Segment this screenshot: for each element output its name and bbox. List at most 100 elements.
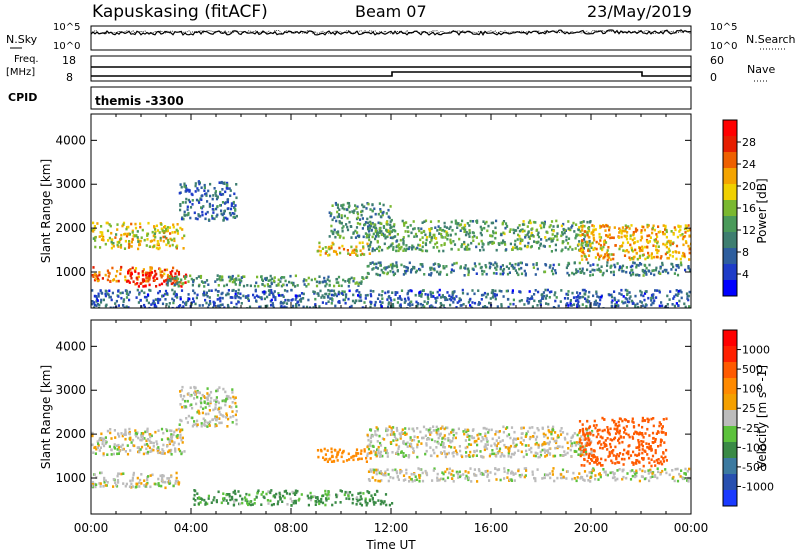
vel-img-region-3 <box>192 489 394 507</box>
echo-cell <box>485 220 488 224</box>
echo-cell <box>652 255 656 259</box>
echo-cell <box>636 228 639 232</box>
echo-cell <box>112 478 115 481</box>
echo-cell <box>206 397 209 400</box>
echo-cell <box>594 460 597 464</box>
echo-cell <box>388 230 392 233</box>
echo-cell <box>552 229 555 233</box>
echo-cell <box>324 492 327 496</box>
echo-cell <box>212 408 215 412</box>
echo-cell <box>410 439 414 442</box>
echo-cell <box>380 499 383 503</box>
echo-cell <box>396 475 399 478</box>
echo-cell <box>468 438 471 441</box>
echo-cell <box>606 448 609 451</box>
vel-img-region-7 <box>367 467 691 483</box>
echo-cell <box>395 437 398 441</box>
echo-cell <box>331 454 334 458</box>
echo-cell <box>644 470 647 473</box>
echo-cell <box>443 221 446 225</box>
echo-cell <box>491 221 495 225</box>
echo-cell <box>492 271 496 275</box>
echo-cell <box>668 241 671 245</box>
echo-cell <box>195 402 198 406</box>
echo-cell <box>638 254 642 258</box>
echo-cell <box>342 225 345 228</box>
echo-cell <box>379 231 382 234</box>
echo-cell <box>122 303 125 307</box>
echo-cell <box>555 296 558 299</box>
echo-cell <box>207 402 210 405</box>
echo-cell <box>174 272 177 275</box>
echo-cell <box>618 441 621 445</box>
echo-cell <box>394 468 397 472</box>
echo-cell <box>410 472 413 476</box>
echo-cell <box>674 228 677 232</box>
echo-cell <box>206 398 209 402</box>
echo-cell <box>505 289 508 293</box>
echo-cell <box>452 474 455 477</box>
echo-cell <box>141 270 144 273</box>
echo-cell <box>543 476 546 480</box>
echo-cell <box>377 235 380 238</box>
echo-cell <box>271 277 274 281</box>
echo-cell <box>218 386 221 389</box>
echo-cell <box>368 252 371 255</box>
echo-cell <box>588 454 591 458</box>
echo-cell <box>522 426 525 430</box>
echo-cell <box>215 500 218 504</box>
echo-cell <box>481 473 484 476</box>
echo-cell <box>530 295 533 298</box>
echo-cell <box>407 303 410 306</box>
colorbar-tick-label: 28 <box>742 136 756 149</box>
echo-cell <box>124 433 127 436</box>
echo-cell <box>205 301 208 305</box>
echo-cell <box>579 454 582 458</box>
echo-cell <box>449 440 452 444</box>
echo-cell <box>215 207 218 211</box>
echo-cell <box>181 236 184 240</box>
echo-cell <box>234 290 237 293</box>
echo-cell <box>661 261 664 265</box>
echo-cell <box>443 450 446 453</box>
echo-cell <box>556 434 560 437</box>
echo-cell <box>378 249 381 253</box>
echo-cell <box>199 400 202 403</box>
echo-cell <box>494 231 497 235</box>
echo-cell <box>179 430 182 433</box>
echo-cell <box>216 298 219 301</box>
echo-cell <box>279 497 282 500</box>
echo-cell <box>482 473 485 476</box>
echo-cell <box>169 271 172 274</box>
echo-cell <box>102 444 106 448</box>
echo-cell <box>457 476 460 479</box>
echo-cell <box>598 461 602 465</box>
echo-cell <box>345 497 348 500</box>
echo-cell <box>157 477 160 481</box>
echo-cell <box>537 240 540 244</box>
echo-cell <box>416 443 419 446</box>
colorbar-tick-label: 20 <box>742 180 756 193</box>
echo-cell <box>170 429 173 433</box>
echo-cell <box>636 273 639 277</box>
echo-cell <box>459 298 462 302</box>
echo-cell <box>106 453 109 456</box>
echo-cell <box>650 303 653 307</box>
echo-cell <box>120 237 123 240</box>
echo-cell <box>222 497 225 500</box>
echo-cell <box>669 239 672 243</box>
echo-cell <box>443 446 446 449</box>
echo-cell <box>130 486 133 489</box>
echo-cell <box>573 230 576 233</box>
echo-cell <box>412 265 415 269</box>
echo-cell <box>577 300 580 304</box>
echo-cell <box>585 305 588 308</box>
echo-cell <box>654 438 657 441</box>
echo-cell <box>171 306 174 308</box>
echo-cell <box>573 432 576 435</box>
colorbar-tick-label: 24 <box>742 158 756 171</box>
echo-cell <box>474 264 477 268</box>
colorbar-swatch <box>723 248 737 265</box>
echo-cell <box>620 267 623 270</box>
power-img-region-3 <box>178 180 238 222</box>
